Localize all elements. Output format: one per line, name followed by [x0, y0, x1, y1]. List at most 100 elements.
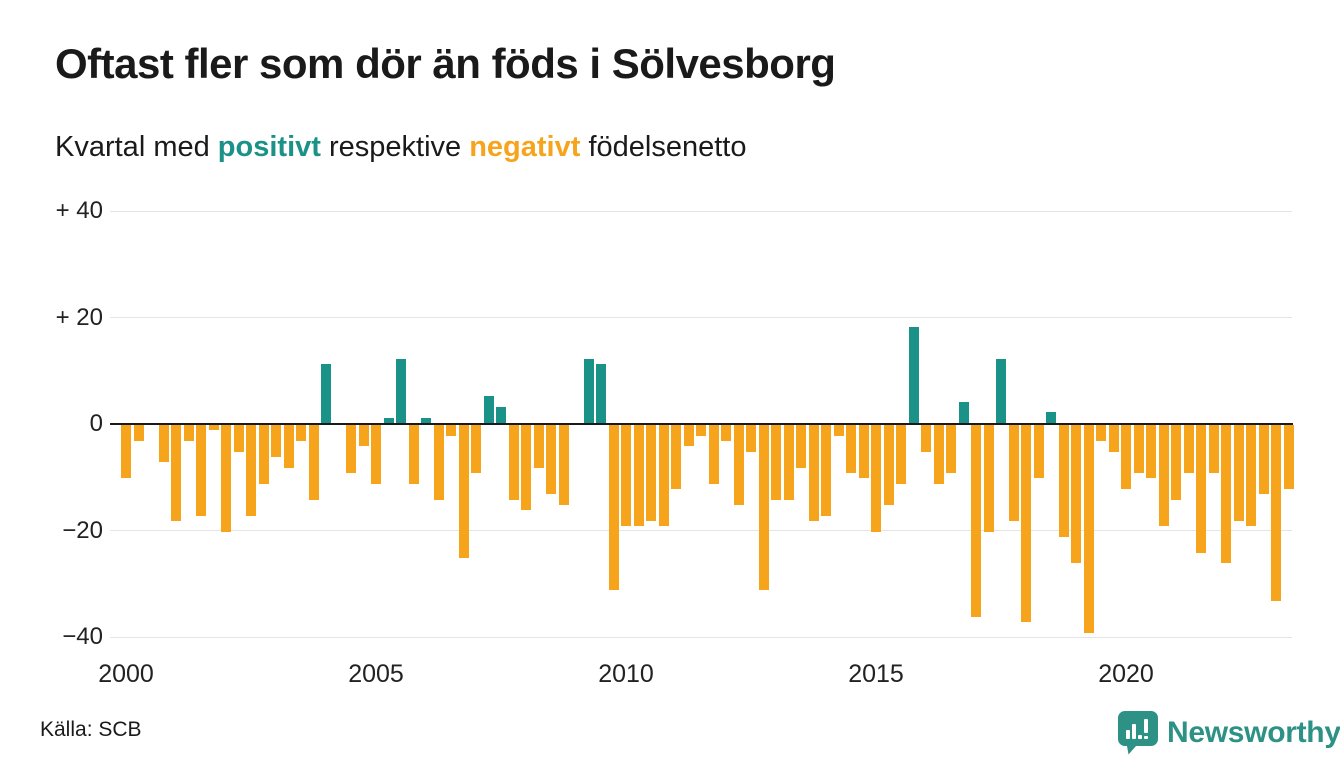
bar-2017-Q1 [971, 425, 981, 617]
bar-2003-Q1 [271, 425, 281, 457]
bar-2018-Q4 [1058, 425, 1069, 537]
gridline-20 [110, 317, 1292, 318]
bar-2011-Q4 [708, 425, 719, 484]
bar-2019-Q3 [1096, 425, 1106, 441]
bar-2001-Q3 [196, 425, 206, 516]
bar-2022-Q2 [1233, 425, 1244, 521]
bar-2002-Q1 [221, 425, 231, 532]
bar-2004-Q1 [321, 364, 331, 423]
bar-2013-Q1 [771, 425, 781, 500]
bar-2008-Q2 [533, 425, 544, 468]
bar-2001-Q4 [208, 425, 219, 431]
bar-2002-Q2 [233, 425, 244, 452]
bar-2016-Q4 [958, 401, 969, 423]
bar-2013-Q2 [783, 425, 794, 500]
x-axis-label-2000: 2000 [98, 660, 154, 688]
x-axis-label-2015: 2015 [848, 660, 904, 688]
x-axis-label-2020: 2020 [1098, 660, 1154, 688]
bar-2022-Q1 [1221, 425, 1231, 564]
gridline--40 [110, 636, 1292, 638]
subtitle-suffix: födelsenetto [580, 131, 747, 163]
x-axis-label-2010: 2010 [598, 660, 654, 688]
bar-2014-Q4 [858, 425, 869, 479]
gridline-40 [110, 210, 1292, 212]
bar-2014-Q2 [833, 425, 844, 436]
bar-2021-Q1 [1171, 425, 1181, 500]
bar-2006-Q4 [458, 425, 469, 559]
bar-2005-Q1 [371, 425, 381, 484]
bar-2010-Q2 [633, 425, 644, 527]
bar-2010-Q3 [646, 425, 656, 521]
bar-2008-Q4 [558, 425, 569, 505]
y-axis-label--40: −40 [62, 623, 103, 650]
bar-2016-Q2 [933, 425, 944, 484]
bar-2023-Q1 [1271, 425, 1281, 601]
bar-2018-Q1 [1021, 425, 1031, 623]
bar-2012-Q3 [746, 425, 756, 452]
bar-2009-Q4 [608, 425, 619, 591]
bar-2000-Q4 [158, 425, 169, 463]
bar-2002-Q3 [246, 425, 256, 516]
subtitle-negative-word: negativt [469, 131, 581, 163]
newsworthy-logo: Newsworthy [1117, 710, 1340, 755]
bar-2006-Q3 [446, 425, 456, 436]
bar-2018-Q2 [1033, 425, 1044, 479]
bar-2019-Q2 [1083, 425, 1094, 633]
bar-2009-Q2 [583, 359, 594, 423]
bar-2020-Q2 [1133, 425, 1144, 473]
bar-2014-Q1 [821, 425, 831, 516]
bar-2019-Q1 [1071, 425, 1081, 564]
bar-2013-Q4 [808, 425, 819, 521]
bar-2007-Q1 [471, 425, 481, 473]
bar-2017-Q3 [996, 359, 1006, 423]
zero-baseline [110, 423, 1293, 425]
y-axis-label-0: 0 [89, 410, 103, 437]
bar-2022-Q4 [1258, 425, 1269, 495]
subtitle-prefix: Kvartal med [55, 131, 218, 163]
bar-2011-Q2 [683, 425, 694, 447]
bar-2003-Q4 [308, 425, 319, 500]
bar-2011-Q3 [696, 425, 706, 436]
bar-2015-Q4 [908, 327, 919, 423]
bar-2010-Q1 [621, 425, 631, 527]
bar-2001-Q2 [183, 425, 194, 441]
x-axis-label-2005: 2005 [348, 660, 404, 688]
y-axis-label-40: + 40 [55, 197, 103, 224]
bar-2004-Q4 [358, 425, 369, 447]
bar-2016-Q1 [921, 425, 931, 452]
bar-2008-Q1 [521, 425, 531, 511]
bar-2009-Q3 [596, 364, 606, 423]
bar-2004-Q3 [346, 425, 356, 473]
bar-2022-Q3 [1246, 425, 1256, 527]
bar-2000-Q2 [133, 425, 144, 441]
bar-2017-Q4 [1008, 425, 1019, 521]
bar-2020-Q1 [1121, 425, 1131, 489]
bar-2007-Q4 [508, 425, 519, 500]
subtitle-positive-word: positivt [217, 131, 321, 163]
newsworthy-logo-text: Newsworthy [1167, 715, 1340, 749]
bar-2015-Q3 [896, 425, 906, 484]
bar-2007-Q2 [483, 396, 494, 423]
bar-2008-Q3 [546, 425, 556, 495]
bar-2013-Q3 [796, 425, 806, 468]
bar-2019-Q4 [1108, 425, 1119, 452]
source-credit: Källa: SCB [40, 718, 142, 741]
bar-2003-Q3 [296, 425, 306, 441]
bar-2005-Q2 [383, 417, 394, 423]
bar-2006-Q1 [421, 417, 431, 423]
bar-2005-Q4 [408, 425, 419, 484]
bar-2006-Q2 [433, 425, 444, 500]
page-title: Oftast fler som dör än föds i Sölvesborg [55, 40, 836, 87]
bar-2023-Q2 [1283, 425, 1294, 489]
bar-2021-Q4 [1208, 425, 1219, 473]
bar-2002-Q4 [258, 425, 269, 484]
bar-2015-Q2 [883, 425, 894, 505]
bar-2011-Q1 [671, 425, 681, 489]
bar-2020-Q3 [1146, 425, 1156, 479]
bar-2021-Q2 [1183, 425, 1194, 473]
bar-2012-Q1 [721, 425, 731, 441]
bar-2020-Q4 [1158, 425, 1169, 527]
bar-2017-Q2 [983, 425, 994, 532]
bar-2014-Q3 [846, 425, 856, 473]
